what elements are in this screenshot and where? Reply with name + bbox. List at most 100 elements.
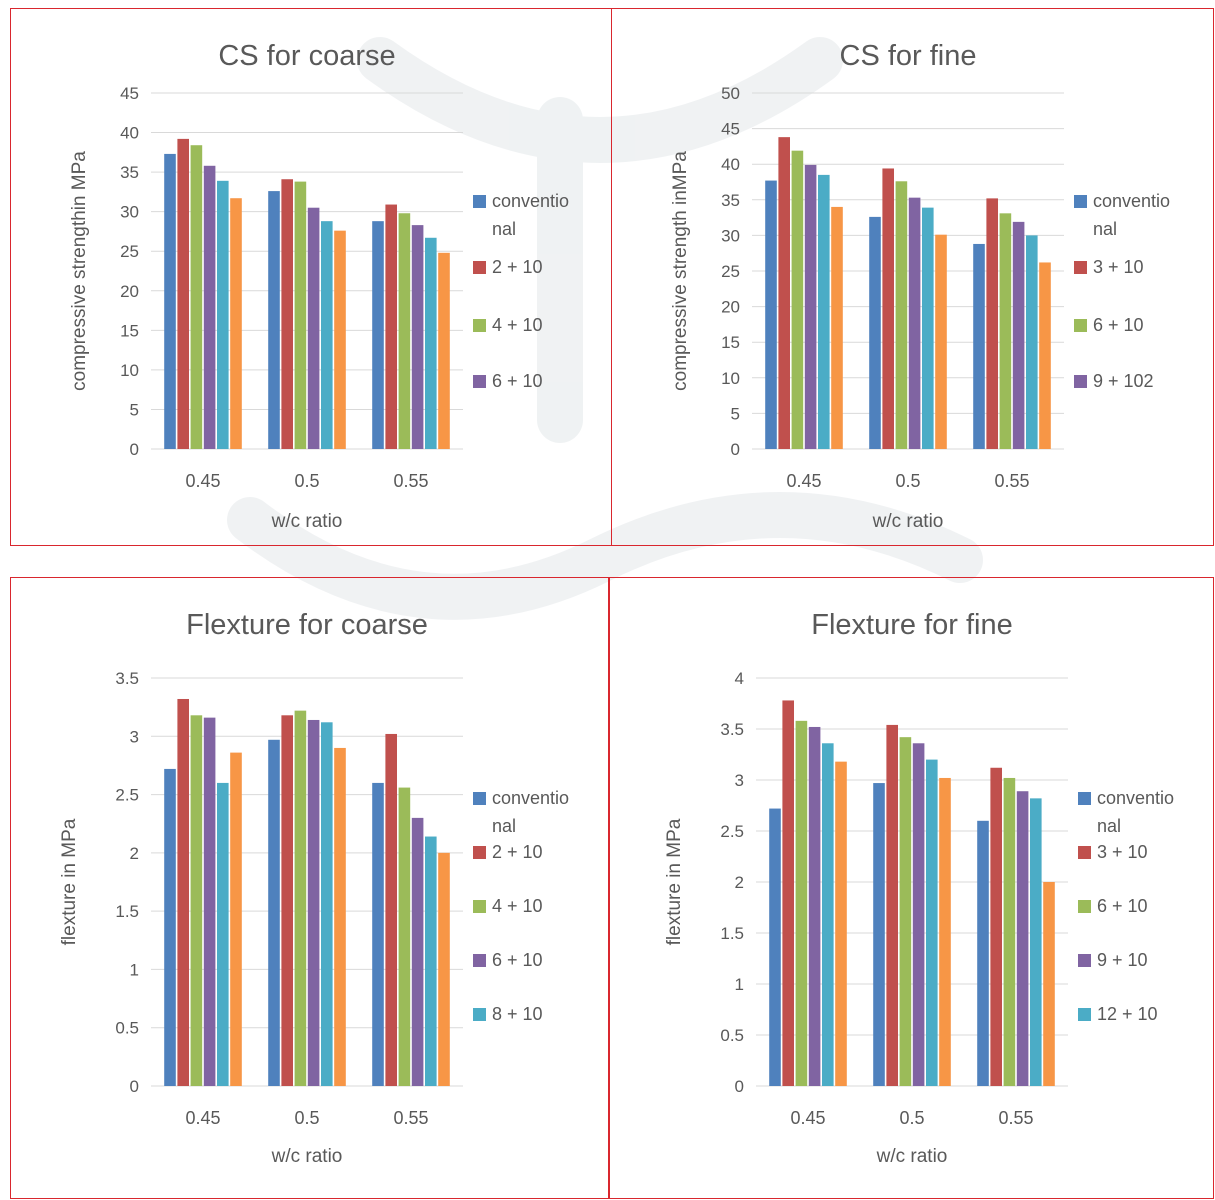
legend-swatch [1078, 1008, 1091, 1021]
x-tick-label: 0.55 [998, 1108, 1033, 1128]
y-tick-label: 10 [721, 369, 740, 388]
legend-label: conventio [492, 788, 569, 808]
legend-label: conventio [1097, 788, 1174, 808]
bar [1030, 798, 1042, 1086]
legend-label: 2 + 10 [492, 842, 543, 862]
y-tick-label: 0 [130, 440, 139, 459]
bar [882, 168, 894, 450]
bar [164, 153, 176, 449]
y-axis-label: flexture in MPa [59, 818, 80, 945]
bar [230, 198, 242, 449]
legend-swatch [473, 319, 486, 332]
bar [818, 174, 830, 449]
chart-flexture-coarse: Flexture for coarse 0 0.5 1 1.5 2 2.5 3 3.5 0.45 0… [59, 609, 569, 1167]
chart-title: CS for fine [840, 40, 977, 72]
bar [1043, 882, 1055, 1086]
bar [203, 165, 216, 449]
legend-label: 9 + 10 [1097, 950, 1148, 970]
legend-label: 6 + 10 [1093, 315, 1144, 335]
bar [791, 150, 804, 449]
x-tick-label: 0.5 [294, 1108, 319, 1128]
y-tick-label: 3 [735, 771, 744, 790]
bar [438, 852, 450, 1086]
bar [385, 204, 397, 449]
y-tick-label: 5 [130, 400, 139, 419]
chart-panel-flexture-coarse: Flexture for coarse 0 0.5 1 1.5 2 2.5 3 3.5 0.45 0… [10, 577, 609, 1199]
y-tick-label: 3.5 [720, 720, 744, 739]
legend-label: 8 + 10 [492, 1004, 543, 1024]
bar [307, 207, 320, 449]
y-tick-label: 4 [735, 669, 744, 688]
x-tick-label: 0.45 [185, 1108, 220, 1128]
y-tick-label: 30 [721, 226, 740, 245]
bar [895, 181, 908, 449]
y-tick-label: 3 [130, 727, 139, 746]
bar [281, 179, 293, 449]
y-tick-label: 0 [731, 440, 740, 459]
x-tick-label: 0.45 [786, 471, 821, 491]
y-tick-label: 2 [735, 873, 744, 892]
bar [990, 767, 1002, 1086]
legend-swatch [473, 954, 486, 967]
bar [778, 137, 790, 450]
x-tick-label: 0.55 [393, 1108, 428, 1128]
legend-label: 2 + 10 [492, 257, 543, 277]
legend-label: conventio [1093, 191, 1170, 211]
legend-swatch [473, 846, 486, 859]
bar [307, 719, 320, 1086]
bar [321, 722, 333, 1086]
legend-label: 3 + 10 [1097, 842, 1148, 862]
x-tick-label: 0.45 [790, 1108, 825, 1128]
y-tick-label: 0 [130, 1077, 139, 1096]
bar [769, 808, 781, 1086]
y-tick-label: 40 [120, 124, 139, 143]
legend-label: 6 + 10 [492, 950, 543, 970]
legend-swatch [1078, 846, 1091, 859]
x-tick-label: 0.5 [294, 471, 319, 491]
bar [177, 698, 189, 1086]
y-tick-label: 1 [735, 975, 744, 994]
y-tick-label: 1 [130, 960, 139, 979]
y-tick-label: 15 [721, 333, 740, 352]
y-tick-label: 25 [721, 262, 740, 281]
bar [230, 752, 242, 1086]
legend-swatch [473, 375, 486, 388]
bar [398, 787, 411, 1086]
bar [411, 225, 424, 449]
y-tick-label: 45 [120, 84, 139, 103]
bar [294, 181, 307, 450]
y-tick-label: 35 [120, 163, 139, 182]
chart-title: Flexture for coarse [186, 609, 428, 641]
bar [986, 198, 998, 449]
bar [1026, 235, 1038, 449]
bar [321, 221, 333, 449]
y-tick-label: 2.5 [115, 786, 139, 805]
legend-swatch [473, 1008, 486, 1021]
y-tick-label: 15 [120, 321, 139, 340]
legend-label: nal [492, 219, 516, 239]
y-tick-label: 20 [120, 282, 139, 301]
y-tick-label: 0.5 [115, 1019, 139, 1038]
legend-swatch [1074, 375, 1087, 388]
x-axis-label: w/c ratio [872, 511, 944, 532]
bar [294, 710, 307, 1086]
bar [1012, 221, 1025, 449]
bar [835, 761, 847, 1086]
bar [977, 820, 989, 1086]
x-tick-label: 0.55 [994, 471, 1029, 491]
x-axis-label: w/c ratio [271, 1146, 343, 1167]
y-tick-label: 3.5 [115, 669, 139, 688]
chart-title: Flexture for fine [811, 609, 1012, 641]
bar [268, 739, 280, 1086]
bar [939, 777, 951, 1086]
bar [899, 737, 912, 1086]
chart-cs-coarse: CS for coarse 0 5 10 15 20 25 30 35 40 45 0.45 0.5 0.… [69, 40, 569, 532]
y-tick-label: 50 [721, 84, 740, 103]
bar [804, 164, 817, 450]
bar [1039, 262, 1051, 449]
legend-label: 4 + 10 [492, 315, 543, 335]
chart-cs-fine: CS for fine 0 5 10 15 20 25 30 35 40 45 50 0.45 0.5 0.… [670, 40, 1170, 532]
bar [372, 782, 384, 1086]
x-tick-label: 0.45 [185, 471, 220, 491]
legend-swatch [473, 261, 486, 274]
